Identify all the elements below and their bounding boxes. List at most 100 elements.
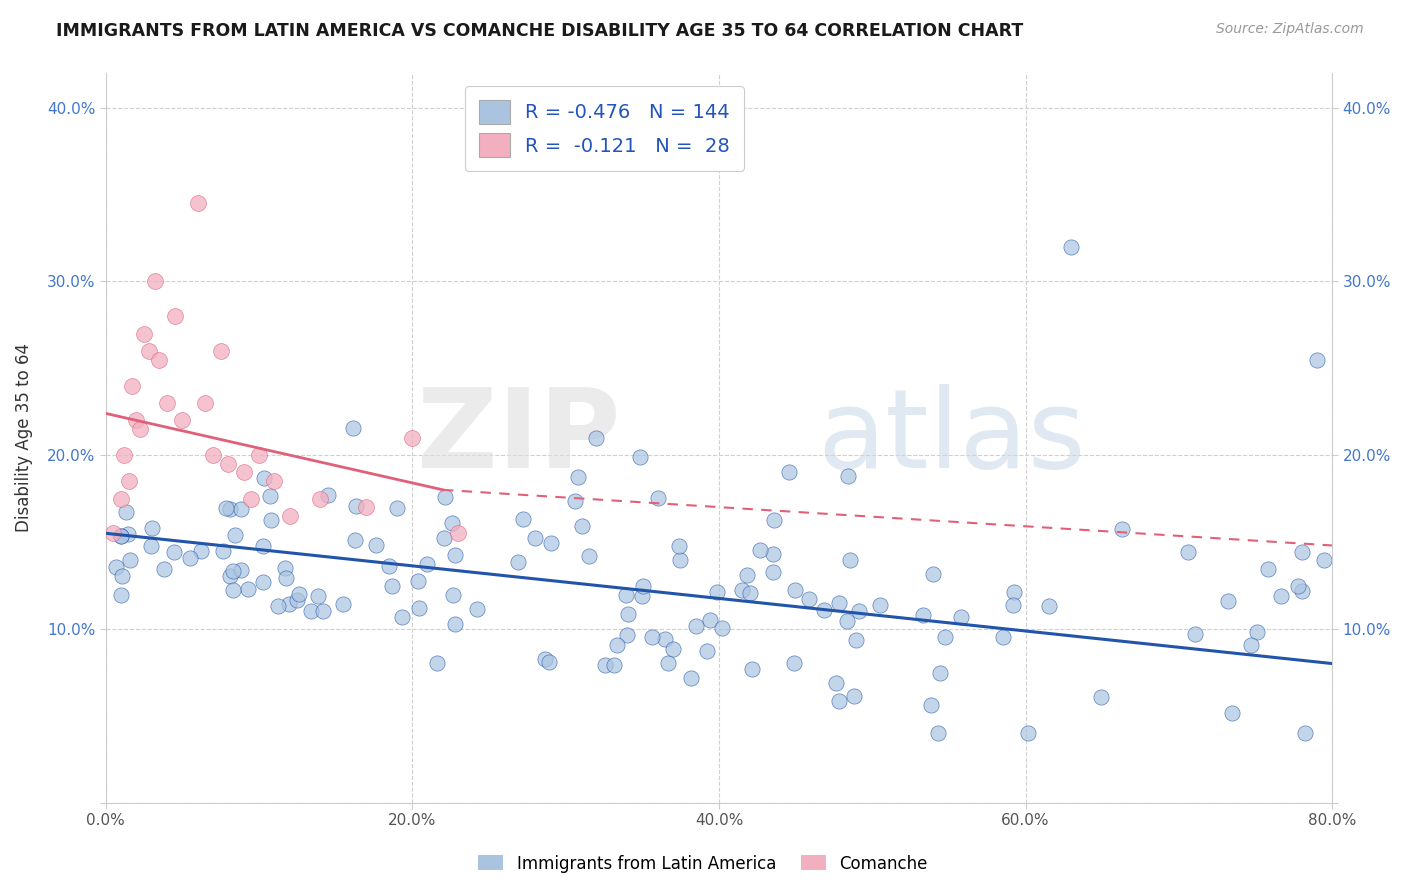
Point — [231, 563, 253, 577]
Point — [842, 690, 865, 704]
Point — [825, 676, 848, 690]
Point — [134, 326, 156, 341]
Point — [143, 274, 166, 288]
Point — [309, 491, 332, 506]
Point — [920, 698, 942, 712]
Point — [949, 610, 972, 624]
Point — [332, 597, 354, 611]
Point — [845, 633, 868, 648]
Point — [783, 582, 806, 597]
Point — [387, 500, 409, 515]
Point — [533, 652, 555, 666]
Point — [217, 457, 239, 471]
Point — [229, 501, 252, 516]
Point — [406, 574, 429, 589]
Point — [1090, 690, 1112, 705]
Point — [209, 343, 232, 358]
Text: ZIP: ZIP — [418, 384, 621, 491]
Point — [1313, 553, 1336, 567]
Point — [260, 513, 283, 527]
Point — [1002, 584, 1025, 599]
Point — [441, 588, 464, 602]
Point — [110, 491, 132, 506]
Point — [212, 543, 235, 558]
Point — [408, 600, 430, 615]
Point — [1017, 726, 1039, 740]
Point — [465, 602, 488, 616]
Point — [616, 628, 638, 642]
Text: Source: ZipAtlas.com: Source: ZipAtlas.com — [1216, 22, 1364, 37]
Point — [564, 493, 586, 508]
Point — [762, 566, 785, 580]
Point — [837, 468, 859, 483]
Point — [277, 598, 299, 612]
Point — [111, 568, 134, 582]
Point — [1060, 240, 1083, 254]
Point — [512, 512, 534, 526]
Point — [267, 599, 290, 614]
Point — [669, 553, 692, 567]
Point — [416, 558, 439, 572]
Text: IMMIGRANTS FROM LATIN AMERICA VS COMANCHE DISABILITY AGE 35 TO 64 CORRELATION CH: IMMIGRANTS FROM LATIN AMERICA VS COMANCH… — [56, 22, 1024, 40]
Point — [1291, 545, 1313, 559]
Point — [616, 588, 638, 602]
Point — [506, 556, 529, 570]
Point — [342, 421, 364, 435]
Point — [540, 535, 562, 549]
Point — [921, 566, 943, 581]
Point — [163, 545, 186, 559]
Point — [447, 526, 470, 541]
Point — [215, 500, 238, 515]
Point — [657, 656, 679, 670]
Legend: Immigrants from Latin America, Comanche: Immigrants from Latin America, Comanche — [471, 848, 935, 880]
Point — [631, 578, 654, 592]
Point — [312, 604, 335, 618]
Point — [202, 448, 225, 462]
Point — [606, 639, 628, 653]
Point — [699, 613, 721, 627]
Point — [276, 571, 298, 585]
Point — [696, 644, 718, 658]
Point — [364, 538, 387, 552]
Point — [316, 488, 339, 502]
Text: atlas: atlas — [817, 384, 1085, 491]
Point — [1001, 598, 1024, 612]
Point — [735, 568, 758, 582]
Point — [1216, 593, 1239, 607]
Point — [285, 593, 308, 607]
Point — [738, 586, 761, 600]
Point — [224, 528, 246, 542]
Point — [125, 413, 148, 427]
Point — [763, 513, 786, 527]
Point — [1184, 626, 1206, 640]
Point — [221, 582, 243, 597]
Point — [647, 491, 669, 505]
Point — [274, 561, 297, 575]
Point — [378, 559, 401, 574]
Point — [1246, 625, 1268, 640]
Point — [1038, 599, 1060, 614]
Point — [443, 616, 465, 631]
Point — [156, 396, 179, 410]
Point — [219, 569, 242, 583]
Point — [252, 540, 274, 554]
Point — [187, 196, 209, 211]
Point — [537, 655, 560, 669]
Point — [991, 630, 1014, 644]
Point — [628, 450, 651, 464]
Point — [240, 491, 263, 506]
Point — [110, 588, 132, 602]
Point — [593, 657, 616, 672]
Point — [219, 502, 242, 516]
Point — [641, 630, 664, 644]
Point — [103, 526, 125, 541]
Point — [524, 531, 547, 545]
Point — [706, 584, 728, 599]
Point — [837, 614, 859, 628]
Point — [567, 470, 589, 484]
Point — [440, 516, 463, 530]
Point — [654, 632, 676, 646]
Point — [381, 579, 404, 593]
Point — [172, 413, 194, 427]
Point — [434, 490, 457, 504]
